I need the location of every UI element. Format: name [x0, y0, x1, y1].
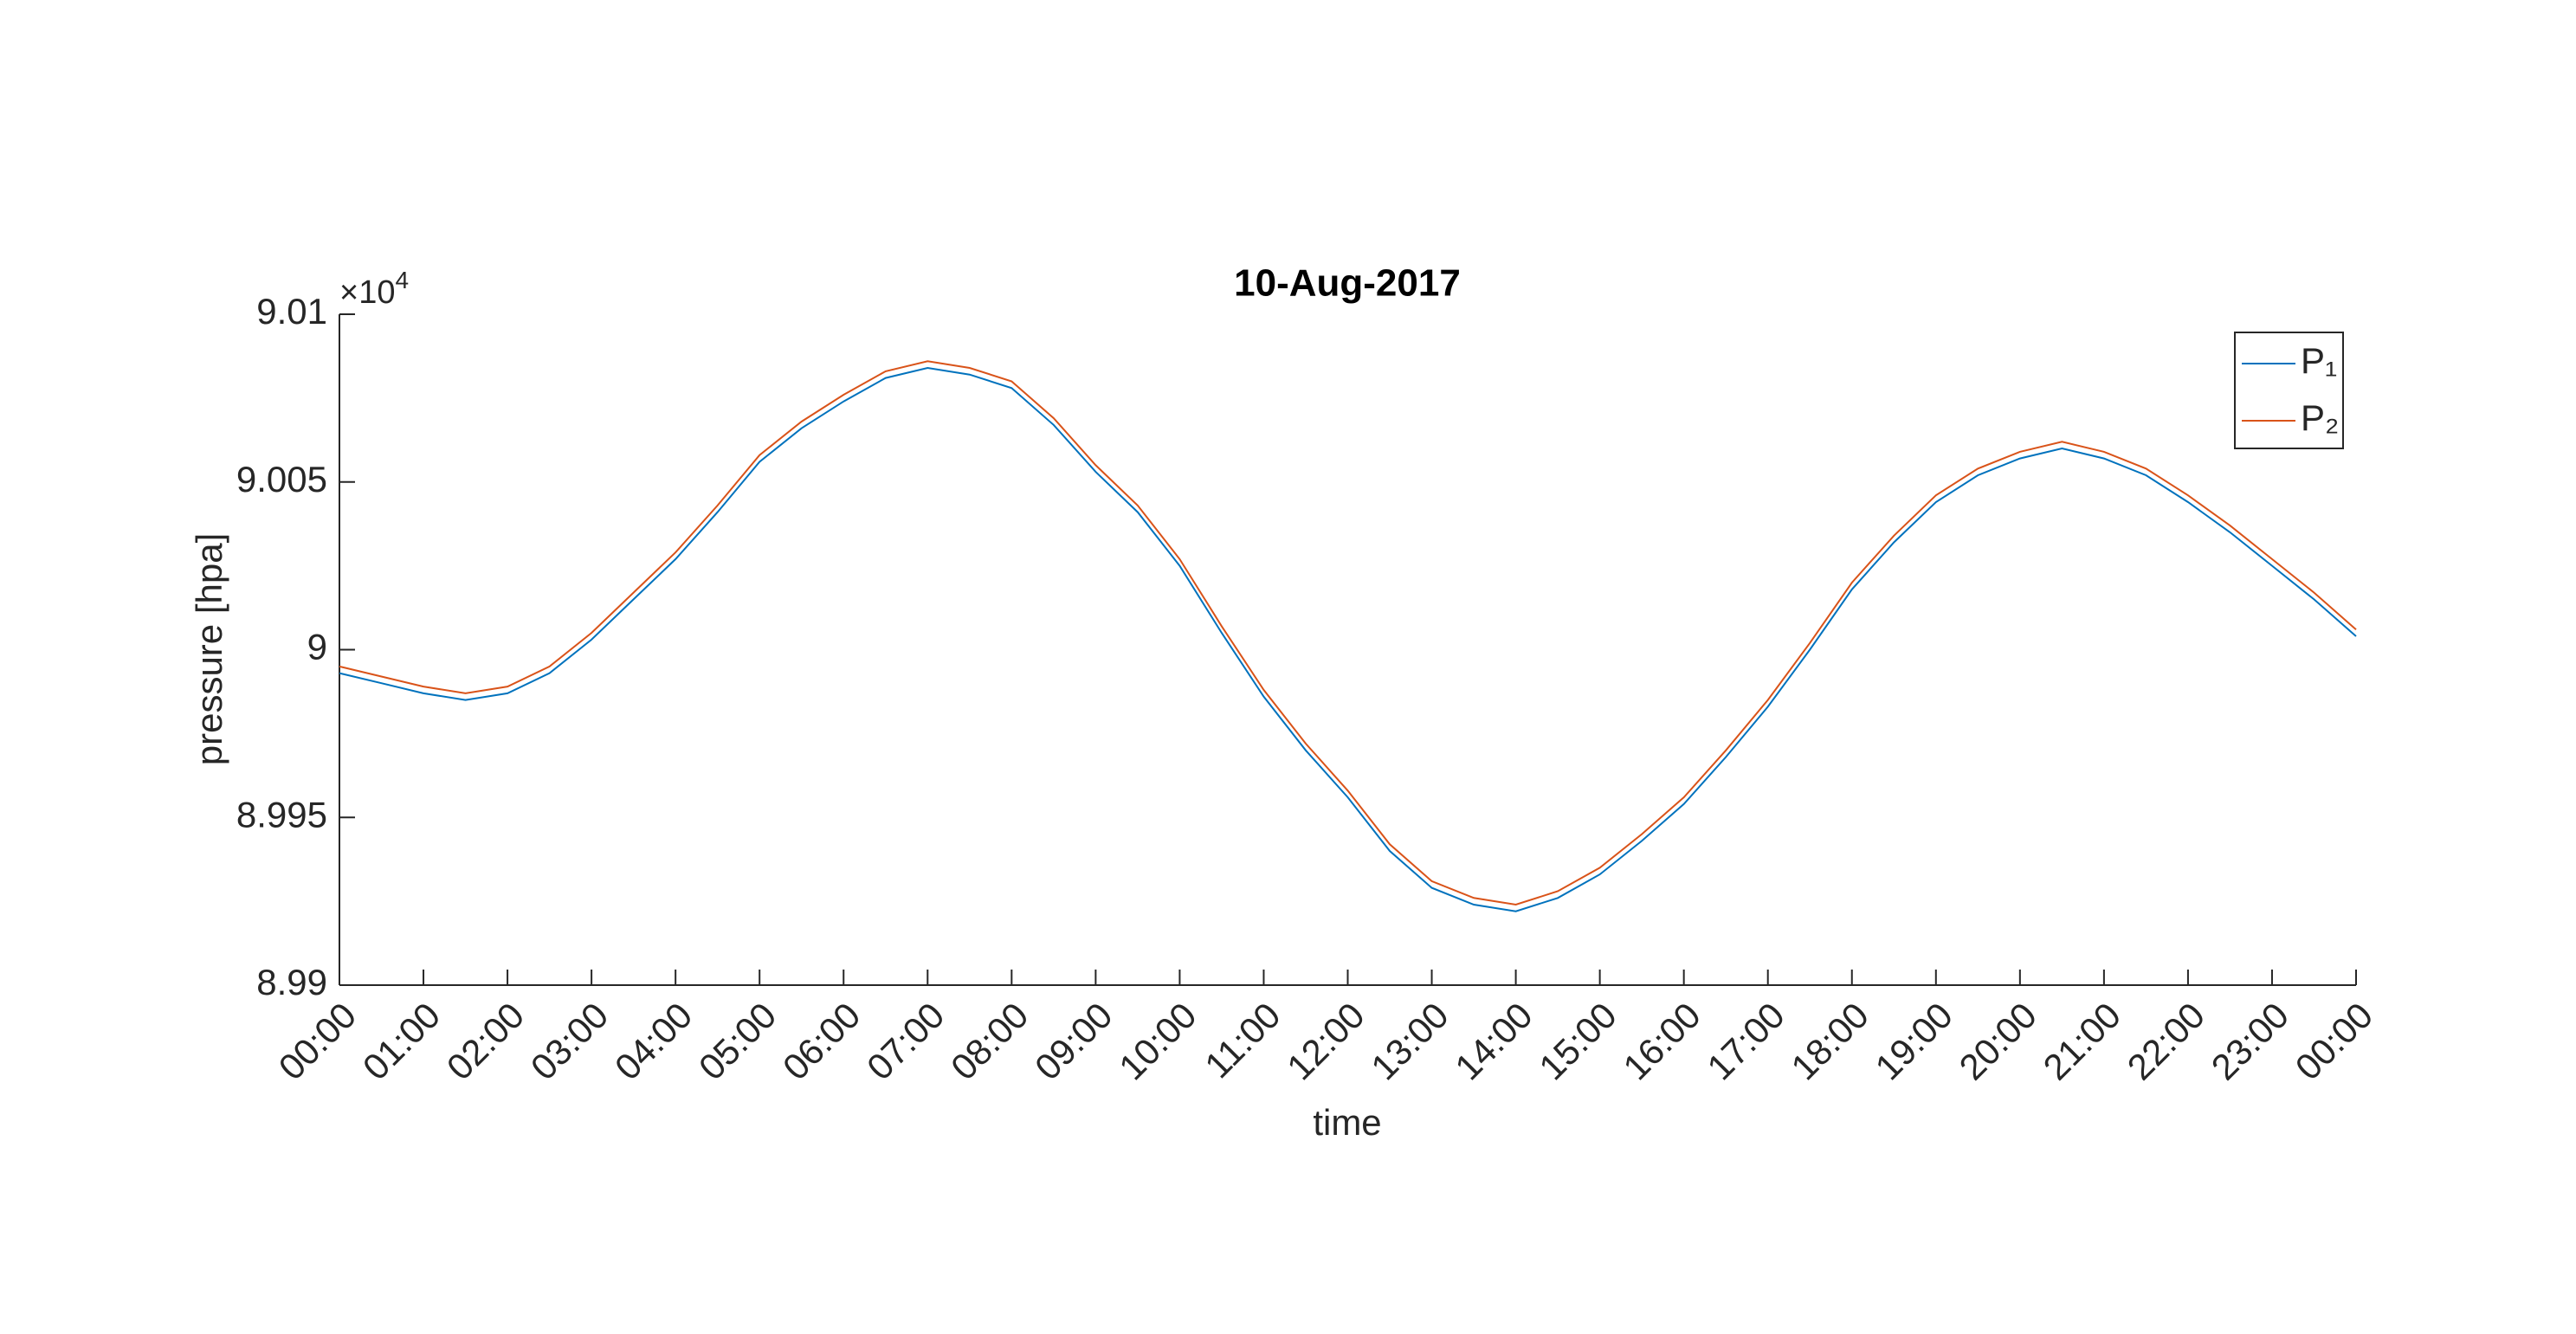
- x-tick-label: 05:00: [691, 995, 784, 1088]
- y-tick-label: 8.995: [236, 794, 327, 835]
- x-tick-label: 19:00: [1867, 995, 1960, 1088]
- line-series: [339, 366, 2357, 912]
- y-tick-label: 9: [307, 627, 327, 667]
- x-tick-label: 04:00: [607, 995, 700, 1088]
- x-tick-label: 14:00: [1447, 995, 1540, 1088]
- x-tick-label: 00:00: [2288, 995, 2381, 1088]
- x-axis-label: time: [1313, 1102, 1381, 1143]
- x-tick-label: 10:00: [1111, 995, 1204, 1088]
- x-tick-label: 17:00: [1699, 995, 1792, 1088]
- x-tick-label: 20:00: [1951, 995, 2044, 1088]
- x-tick-label: 11:00: [1197, 995, 1288, 1086]
- x-tick-label: 16:00: [1615, 995, 1708, 1088]
- multiplier-exponent: 4: [395, 267, 409, 293]
- x-tick-label: 08:00: [943, 995, 1036, 1088]
- line-series: [339, 360, 2357, 906]
- y-axis-label: pressure [hpa]: [189, 533, 229, 766]
- x-tick-label: 18:00: [1783, 995, 1876, 1088]
- x-tick-label: 23:00: [2204, 995, 2297, 1088]
- x-tick-label: 01:00: [355, 995, 449, 1088]
- x-tick-label: 00:00: [271, 995, 365, 1088]
- x-tick-label: 13:00: [1363, 995, 1456, 1088]
- chart-title: 10-Aug-2017: [1234, 262, 1461, 305]
- y-tick-label: 9.01: [256, 291, 327, 332]
- legend-box: [2234, 332, 2344, 449]
- y-tick-label: 8.99: [256, 962, 327, 1002]
- multiplier-base: ×10: [339, 274, 395, 311]
- x-tick-label: 07:00: [859, 995, 952, 1088]
- x-tick-label: 15:00: [1531, 995, 1624, 1088]
- y-multiplier: ×104: [339, 267, 409, 311]
- x-tick-label: 02:00: [439, 995, 533, 1088]
- x-tick-label: 12:00: [1279, 995, 1372, 1088]
- x-tick-label: 22:00: [2120, 995, 2213, 1088]
- x-tick-label: 21:00: [2036, 995, 2129, 1088]
- y-tick-label: 9.005: [236, 459, 327, 499]
- legend-label: P₁: [2301, 340, 2337, 381]
- legend-label: P₂: [2301, 397, 2339, 438]
- x-tick-label: 06:00: [775, 995, 868, 1088]
- x-tick-label: 03:00: [523, 995, 617, 1088]
- x-tick-label: 09:00: [1027, 995, 1120, 1088]
